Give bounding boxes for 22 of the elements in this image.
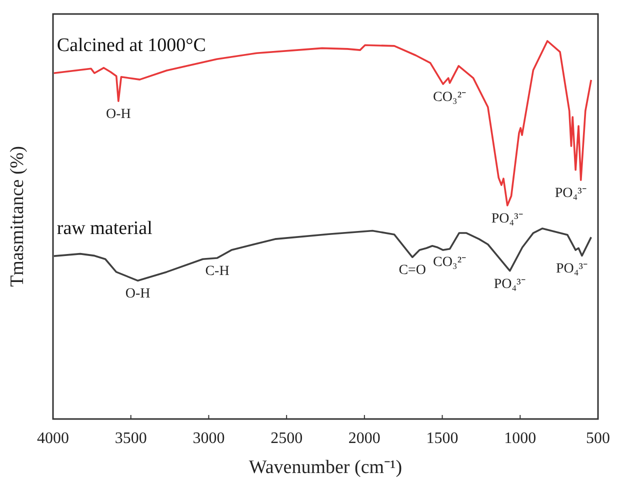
annotation: C-H	[205, 264, 230, 279]
x-tick-label: 1000	[504, 430, 536, 447]
x-axis-title: Wavenumber (cm⁻¹)	[248, 457, 402, 478]
annotation: O-H	[106, 107, 131, 122]
annotation: C=O	[398, 263, 426, 278]
x-tick-label: 3500	[114, 430, 147, 447]
x-tick-label: 4000	[37, 430, 69, 447]
annotation: O-H	[125, 286, 150, 302]
annotation: PO₄³⁻	[491, 211, 524, 226]
series-label: Calcined at 1000°C	[56, 35, 206, 56]
y-axis-title: Tmasmittance (%)	[7, 146, 28, 287]
annotation: PO₄³⁻	[556, 262, 588, 277]
annotation: PO₄³⁻	[494, 276, 526, 292]
x-tick-label: 500	[586, 430, 610, 447]
annotation: CO₃²⁻	[432, 254, 467, 270]
x-tick-label: 2000	[348, 430, 380, 447]
x-tick-label: 2500	[270, 430, 303, 447]
x-tick-label: 3000	[192, 430, 225, 447]
series-label: raw material	[56, 218, 152, 240]
annotation: CO₃²⁻	[432, 90, 467, 106]
x-tick-label: 1500	[426, 430, 458, 447]
annotation: PO₄³⁻	[554, 186, 587, 202]
